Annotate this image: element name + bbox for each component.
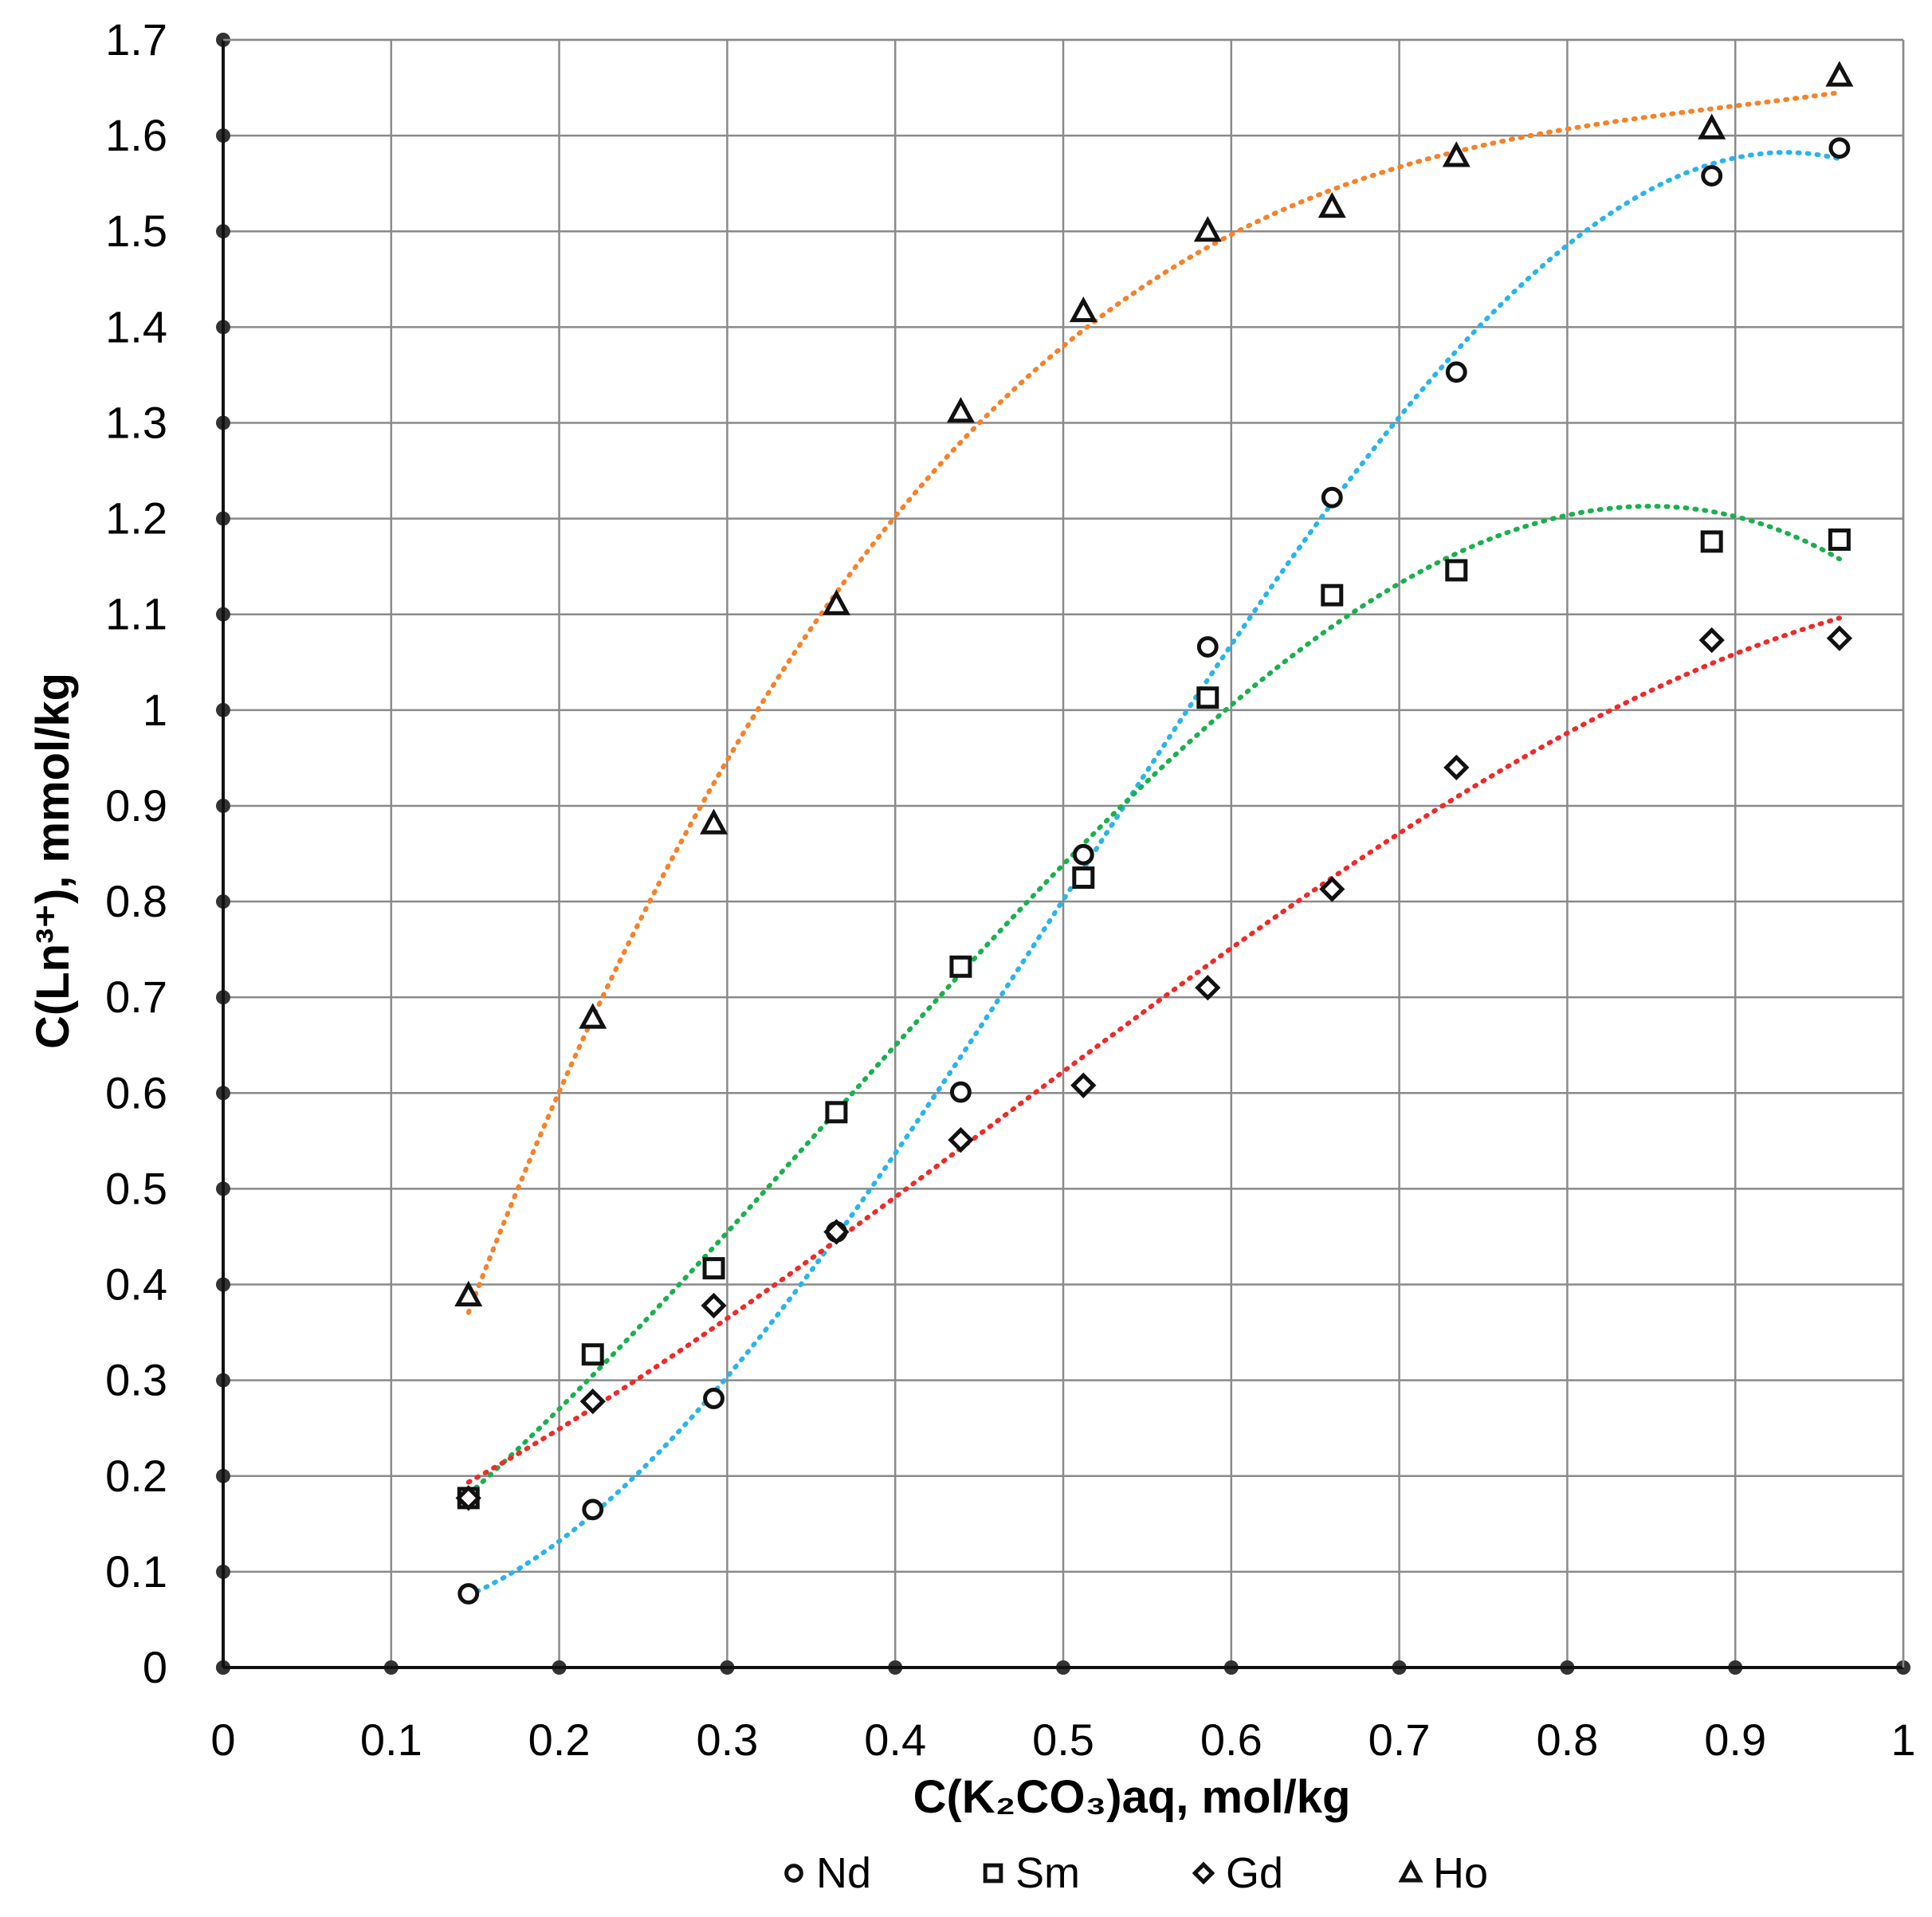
y-tick-label: 1.5	[105, 206, 167, 256]
legend-label-nd: Nd	[816, 1849, 871, 1897]
point-nd	[457, 1583, 480, 1605]
point-gd	[579, 1388, 606, 1415]
legend: Nd Sm Gd Ho	[784, 1849, 1488, 1897]
point-nd	[1196, 636, 1219, 658]
point-nd	[1072, 843, 1094, 866]
point-sm	[949, 955, 972, 978]
point-sm	[825, 1101, 848, 1124]
x-tick-label: 1	[1891, 1715, 1915, 1765]
legend-label-sm: Sm	[1015, 1849, 1080, 1897]
x-tick-label: 0.6	[1200, 1715, 1262, 1765]
grid-lines	[222, 38, 1905, 1669]
legend-label-ho: Ho	[1433, 1849, 1488, 1897]
y-tick-label: 0.8	[105, 876, 167, 926]
point-nd	[1445, 361, 1467, 383]
point-nd	[582, 1499, 604, 1521]
y-tick-label: 0	[143, 1642, 167, 1692]
point-ho	[1442, 141, 1471, 167]
point-gd	[1826, 625, 1853, 651]
y-tick-label: 1.7	[105, 14, 167, 65]
trend-lines	[465, 90, 1842, 1598]
point-nd	[1701, 165, 1723, 187]
point-sm	[1196, 686, 1219, 709]
y-tick-label: 0.5	[105, 1163, 167, 1213]
point-ho	[1698, 113, 1726, 139]
x-axis-title: C(K₂CO₃)aq, mol/kg	[913, 1771, 1351, 1823]
point-nd	[1828, 137, 1851, 159]
point-ho	[1317, 191, 1346, 218]
x-tick-label: 0.3	[696, 1715, 758, 1765]
point-gd	[948, 1127, 974, 1153]
point-gd	[1070, 1072, 1097, 1098]
point-ho	[1069, 296, 1098, 323]
point-sm	[1445, 559, 1468, 582]
legend-marker-nd	[784, 1864, 803, 1883]
y-tick-label: 1	[143, 685, 167, 735]
y-tick-label: 0.3	[105, 1355, 167, 1405]
point-gd	[1319, 876, 1345, 902]
legend-marker-ho	[1398, 1859, 1423, 1883]
point-ho	[700, 808, 728, 835]
point-gd	[701, 1292, 727, 1319]
point-sm	[702, 1257, 725, 1280]
point-ho	[579, 1003, 607, 1029]
point-nd	[703, 1388, 724, 1409]
axes	[216, 33, 1910, 1675]
trendline-nd	[465, 150, 1842, 1598]
point-gd	[455, 1485, 481, 1511]
y-tick-label: 1.4	[105, 301, 167, 352]
point-ho	[946, 397, 975, 423]
legend-label-gd: Gd	[1226, 1849, 1283, 1897]
point-ho	[822, 589, 850, 615]
tick-labels: 0 0.1 0.2 0.3 0.4 0.5 0.6 0.7 0.8 0.9 1 0 0.1 0.2 0.3 0…	[105, 14, 1915, 1765]
y-tick-label: 0.6	[105, 1067, 167, 1118]
y-tick-label: 0.7	[105, 972, 167, 1022]
y-tick-label: 1.2	[105, 493, 167, 544]
point-nd	[1321, 486, 1343, 509]
point-gd	[1698, 627, 1725, 654]
y-tick-label: 0.9	[105, 780, 167, 831]
x-tick-label: 0.1	[360, 1715, 422, 1765]
point-sm	[1072, 866, 1095, 890]
y-tick-label: 1.6	[105, 110, 167, 160]
point-sm	[1700, 530, 1723, 553]
x-tick-label: 0.4	[864, 1715, 926, 1765]
data-points	[454, 61, 1854, 1605]
point-sm	[1828, 528, 1851, 551]
y-tick-label: 1.3	[105, 397, 167, 447]
point-sm	[1321, 583, 1344, 607]
point-nd	[949, 1081, 972, 1103]
x-tick-label: 0.9	[1704, 1715, 1766, 1765]
x-tick-label: 0.2	[528, 1715, 591, 1765]
point-gd	[823, 1219, 850, 1245]
point-ho	[1193, 215, 1222, 242]
point-sm	[581, 1343, 604, 1366]
point-gd	[1195, 975, 1221, 1001]
trendline-ho	[465, 90, 1842, 1315]
y-tick-label: 0.2	[105, 1451, 167, 1501]
x-tick-label: 0	[210, 1715, 235, 1765]
x-tick-label: 0.7	[1368, 1715, 1431, 1765]
y-tick-label: 0.4	[105, 1259, 167, 1310]
point-ho	[454, 1280, 483, 1306]
y-tick-label: 1.1	[105, 589, 167, 639]
x-tick-label: 0.5	[1032, 1715, 1094, 1765]
legend-marker-sm	[983, 1863, 1003, 1884]
point-gd	[1443, 754, 1470, 781]
y-tick-label: 0.1	[105, 1546, 167, 1597]
legend-marker-gd	[1192, 1861, 1215, 1885]
trendline-gd	[465, 615, 1842, 1485]
y-axis-title: C(Ln³⁺), mmol/kg	[27, 673, 79, 1049]
x-tick-label: 0.8	[1536, 1715, 1598, 1765]
point-ho	[1825, 61, 1854, 87]
trendline-sm	[465, 503, 1842, 1497]
